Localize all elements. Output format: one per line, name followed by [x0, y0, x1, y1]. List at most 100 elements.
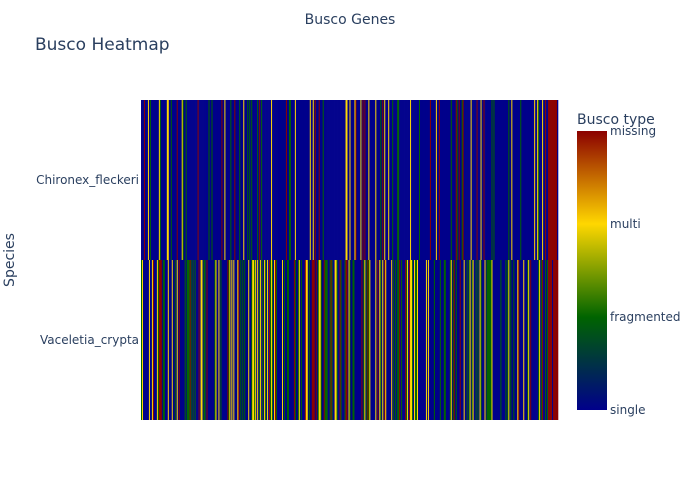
- heatmap-cell: [331, 260, 333, 420]
- heatmap-cell: [274, 260, 276, 420]
- heatmap-cell: [143, 100, 146, 260]
- heatmap-cell: [471, 260, 473, 420]
- heatmap-cell: [448, 100, 451, 260]
- heatmap-cell: [545, 260, 547, 420]
- heatmap-cell: [327, 260, 329, 420]
- heatmap-cell: [518, 260, 520, 420]
- heatmap-cell: [178, 100, 181, 260]
- heatmap-cell: [183, 260, 185, 420]
- heatmap-cell: [207, 260, 209, 420]
- heatmap-cell: [148, 260, 151, 420]
- heatmap-cell: [184, 260, 186, 420]
- heatmap-cell: [353, 100, 355, 260]
- heatmap-cell: [391, 100, 393, 260]
- heatmap-cell: [394, 100, 396, 260]
- heatmap-cell: [321, 100, 323, 260]
- heatmap-cell: [421, 100, 424, 260]
- heatmap-cell: [330, 100, 332, 260]
- heatmap-cell: [151, 100, 154, 260]
- heatmap-cell: [384, 100, 386, 260]
- heatmap-cell: [249, 100, 251, 260]
- heatmap-cell: [458, 260, 460, 420]
- heatmap-cell: [227, 100, 229, 260]
- heatmap-cell: [196, 100, 198, 260]
- heatmap-cell: [472, 260, 474, 420]
- heatmap-cell: [245, 260, 247, 420]
- heatmap-cell: [340, 100, 342, 260]
- heatmap-cell: [170, 100, 173, 260]
- heatmap-cell: [282, 100, 285, 260]
- heatmap-cell: [270, 260, 272, 420]
- heatmap-cell: [216, 100, 218, 260]
- heatmap-cell: [291, 100, 294, 260]
- heatmap-cell: [248, 260, 250, 420]
- heatmap-cell: [499, 100, 501, 260]
- heatmap-cell: [501, 260, 503, 420]
- heatmap-cell: [282, 260, 285, 420]
- heatmap-cell: [319, 100, 321, 260]
- heatmap-cell: [526, 100, 528, 260]
- heatmap-cell: [507, 260, 509, 420]
- heatmap-cell: [146, 260, 149, 420]
- heatmap-cell: [518, 100, 520, 260]
- heatmap-cell: [323, 100, 325, 260]
- heatmap-cell: [533, 100, 535, 260]
- heatmap-cell: [304, 100, 307, 260]
- heatmap-cells: [141, 100, 559, 420]
- heatmap-cell: [160, 100, 163, 260]
- heatmap-cell: [433, 100, 436, 260]
- heatmap-cell: [214, 260, 216, 420]
- heatmap-cell: [477, 100, 479, 260]
- heatmap-cell: [172, 260, 175, 420]
- heatmap-cell: [298, 260, 301, 420]
- heatmap-cell: [377, 100, 379, 260]
- heatmap-cell: [272, 100, 274, 260]
- heatmap-cell: [259, 260, 261, 420]
- heatmap-cell: [378, 260, 380, 420]
- heatmap-cell: [388, 260, 390, 420]
- heatmap-cell: [197, 100, 199, 260]
- heatmap-cell: [141, 100, 144, 260]
- heatmap-cell: [517, 260, 519, 420]
- heatmap-cell: [519, 100, 521, 260]
- heatmap-cell: [409, 100, 411, 260]
- heatmap-cell: [275, 260, 277, 420]
- heatmap-cell: [201, 260, 203, 420]
- heatmap-cell: [185, 100, 187, 260]
- heatmap-cell: [335, 260, 337, 420]
- heatmap-cell: [364, 260, 366, 420]
- heatmap-cell: [224, 260, 226, 420]
- heatmap-cell: [474, 260, 476, 420]
- heatmap-cell: [180, 260, 182, 420]
- heatmap-cell: [490, 260, 492, 420]
- heatmap-cell: [168, 260, 171, 420]
- heatmap-cell: [339, 100, 341, 260]
- heatmap-cell: [334, 260, 336, 420]
- heatmap-cell: [453, 260, 456, 420]
- heatmap-cell: [541, 260, 543, 420]
- heatmap-cell: [473, 260, 475, 420]
- heatmap-cell: [495, 100, 497, 260]
- heatmap-cell: [278, 100, 280, 260]
- heatmap-cell: [492, 100, 494, 260]
- heatmap-cell: [173, 260, 176, 420]
- heatmap-cell: [508, 260, 510, 420]
- heatmap-cell: [202, 100, 204, 260]
- heatmap-cell: [193, 260, 195, 420]
- heatmap-cell: [284, 260, 287, 420]
- heatmap-cell: [218, 100, 220, 260]
- heatmap-cell: [283, 260, 286, 420]
- heatmap-cell: [380, 100, 382, 260]
- heatmap-cell: [229, 260, 231, 420]
- heatmap-cell: [489, 260, 491, 420]
- heatmap-cell: [427, 100, 430, 260]
- heatmap-cell: [338, 260, 340, 420]
- heatmap-cell: [222, 100, 224, 260]
- heatmap-cell: [548, 260, 550, 420]
- heatmap-cell: [418, 260, 420, 420]
- heatmap-cell: [176, 100, 179, 260]
- heatmap-cell: [524, 260, 526, 420]
- heatmap-cell: [217, 100, 219, 260]
- heatmap-cell: [156, 260, 159, 420]
- heatmap-cell: [365, 100, 367, 260]
